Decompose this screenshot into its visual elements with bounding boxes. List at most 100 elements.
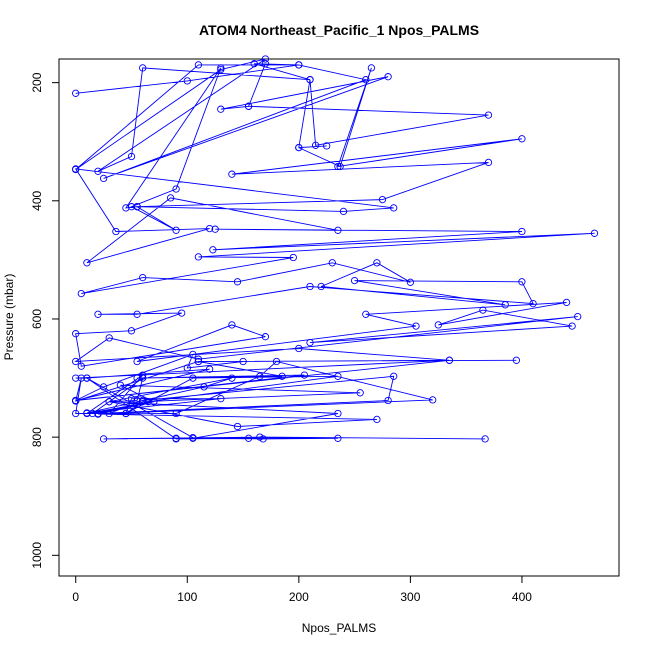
data-point: [350, 276, 359, 285]
data-point: [72, 397, 80, 405]
data-point: [105, 409, 113, 418]
data-point: [328, 259, 336, 267]
data-point: [306, 338, 314, 347]
data-point: [72, 330, 80, 338]
data-point: [412, 322, 420, 330]
data-point: [378, 195, 387, 204]
data-point: [139, 374, 147, 382]
data-point: [83, 259, 91, 267]
data-point: [99, 435, 108, 443]
data-point: [127, 203, 136, 211]
data-point: [228, 321, 236, 329]
data-point: [150, 398, 158, 406]
data-point: [127, 152, 136, 161]
data-point: [228, 170, 236, 178]
data-point: [205, 365, 214, 373]
data-point: [105, 398, 113, 406]
data-point: [205, 224, 214, 233]
data-point: [194, 355, 203, 363]
data-point: [244, 434, 253, 442]
data-point: [356, 389, 364, 397]
data-point: [390, 204, 398, 212]
data-point: [189, 350, 197, 359]
x-tick-label: 0: [72, 590, 79, 604]
data-point: [256, 433, 264, 441]
data-point: [217, 64, 225, 72]
data-point: [217, 105, 225, 113]
data-point: [445, 356, 454, 364]
data-point: [209, 246, 217, 254]
data-point: [479, 306, 487, 314]
data-point: [122, 204, 130, 212]
data-point: [105, 334, 113, 342]
data-point: [172, 409, 180, 418]
y-axis-label: Pressure (mbar): [2, 274, 16, 361]
data-point: [133, 374, 141, 382]
x-tick-label: 400: [512, 590, 532, 604]
data-point: [233, 278, 242, 286]
data-point: [373, 415, 381, 424]
data-point: [189, 374, 197, 382]
y-tick-label: 600: [30, 309, 44, 329]
data-point: [172, 185, 180, 193]
data-point: [172, 226, 180, 234]
data-point: [289, 253, 297, 262]
data-point: [211, 225, 219, 233]
data-point: [183, 364, 191, 372]
data-point: [72, 357, 80, 366]
y-tick-label: 800: [30, 427, 44, 447]
data-point: [300, 371, 309, 379]
data-point: [83, 409, 91, 418]
data-point: [373, 259, 381, 267]
data-point: [228, 374, 236, 382]
data-point: [172, 434, 180, 442]
data-point: [183, 77, 191, 85]
data-point: [323, 142, 331, 150]
data-point: [77, 374, 85, 382]
data-point: [72, 409, 80, 418]
data-point: [261, 55, 270, 63]
data-point: [390, 372, 398, 380]
data-point: [99, 383, 108, 391]
data-point: [406, 278, 415, 286]
data-point: [116, 381, 125, 389]
plot-area: [72, 55, 599, 443]
data-point: [139, 371, 147, 379]
data-point: [166, 194, 175, 202]
data-point: [244, 102, 253, 110]
data-point: [127, 327, 136, 335]
data-point: [72, 374, 80, 382]
data-point: [256, 372, 264, 380]
data-point: [311, 141, 320, 149]
data-point: [112, 227, 120, 236]
series-line: [74, 58, 595, 440]
y-tick-label: 400: [30, 190, 44, 210]
data-point: [512, 356, 521, 364]
data-point: [306, 76, 314, 84]
data-point: [334, 372, 342, 380]
data-point: [261, 333, 270, 341]
chart-title: ATOM4 Northeast_Pacific_1 Npos_PALMS: [199, 22, 479, 38]
data-point: [336, 162, 344, 171]
data-point: [139, 64, 147, 72]
data-point: [189, 434, 197, 442]
data-point: [239, 357, 247, 366]
data-point: [133, 396, 141, 405]
x-axis-label: Npos_PALMS: [302, 621, 376, 635]
data-point: [272, 357, 281, 366]
data-point: [334, 226, 342, 234]
data-point: [384, 73, 392, 81]
data-point: [77, 362, 85, 370]
data-point: [194, 61, 203, 69]
data-point: [568, 322, 576, 330]
data-point: [295, 143, 303, 152]
data-point: [562, 298, 571, 307]
data-point: [217, 395, 225, 403]
data-point: [94, 410, 102, 418]
data-point: [77, 289, 85, 298]
plot-frame: [58, 58, 620, 577]
data-point: [362, 310, 370, 318]
data-point: [94, 310, 102, 318]
data-point: [139, 398, 147, 406]
